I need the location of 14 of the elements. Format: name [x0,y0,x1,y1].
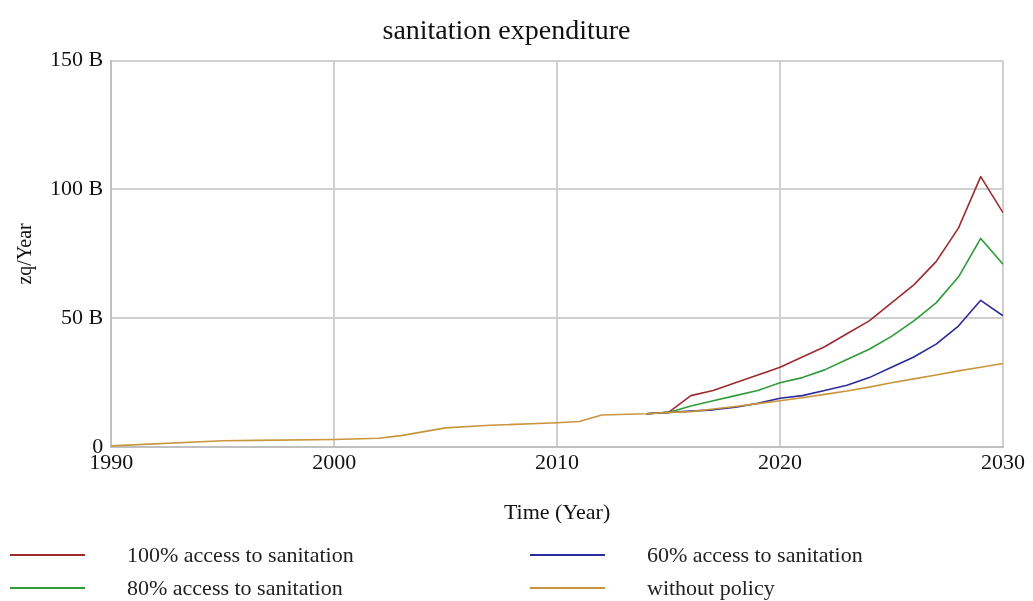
x-tick-label: 2010 [535,449,580,475]
y-tick-label: 100 B [49,175,104,201]
x-tick-label: 2000 [312,449,357,475]
x-axis-title: Time (Year) [503,498,611,524]
y-tick-label: 50 B [60,304,104,330]
y-axis-title: zq/Year [13,222,37,285]
x-tick-label: 2030 [981,449,1025,475]
legend-label: 100% access to sanitation [127,541,354,568]
legend-label: 60% access to sanitation [647,541,863,568]
legend-label: 80% access to sanitation [127,574,343,601]
legend-label: without policy [647,574,775,601]
y-tick-label: 150 B [49,46,104,72]
x-tick-label: 2020 [758,449,803,475]
chart-title: sanitation expenditure [382,14,631,46]
